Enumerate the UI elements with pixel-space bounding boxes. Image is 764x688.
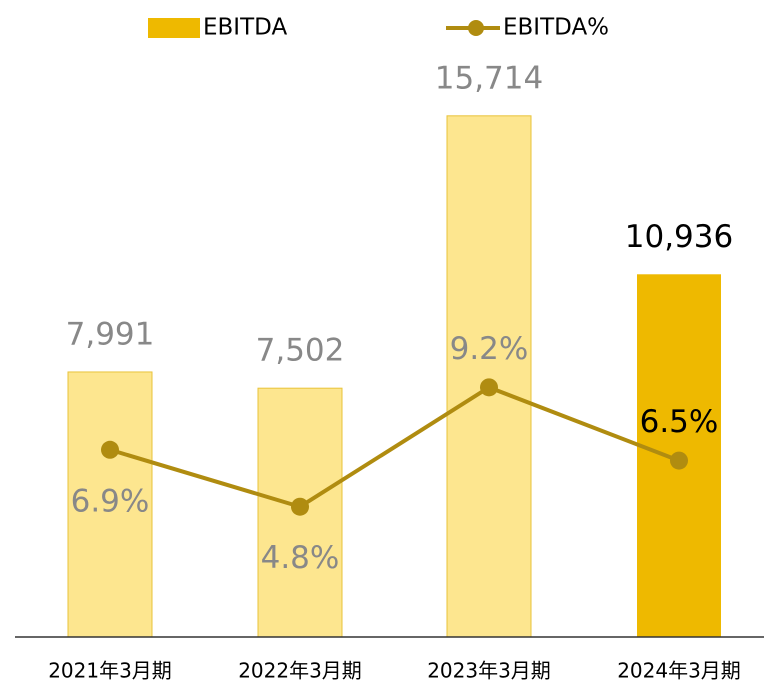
x-tick-label: 2023年3月期	[427, 659, 551, 683]
bar-value-label: 7,991	[66, 316, 155, 352]
line-value-label: 6.9%	[71, 483, 150, 519]
line-point	[101, 440, 119, 459]
bar-value-label: 7,502	[256, 333, 345, 369]
line-value-label: 6.5%	[640, 404, 719, 440]
line-point	[291, 497, 309, 516]
bar-value-label: 15,714	[435, 60, 543, 96]
line-point	[670, 451, 688, 470]
legend-label: EBITDA%	[503, 15, 609, 41]
bar	[67, 371, 153, 638]
x-tick-label: 2022年3月期	[238, 659, 362, 683]
line-point	[480, 378, 498, 397]
line-value-label: 4.8%	[261, 540, 340, 576]
line	[109, 385, 680, 509]
legend-swatch	[468, 20, 484, 36]
x-tick-label: 2021年3月期	[48, 659, 172, 683]
legend-label: EBITDA	[203, 15, 287, 41]
x-tick-label: 2024年3月期	[617, 659, 741, 683]
bar	[446, 115, 532, 638]
line-value-label: 9.2%	[450, 331, 529, 367]
bar-value-label: 10,936	[625, 219, 733, 255]
legend-swatch	[148, 18, 200, 38]
